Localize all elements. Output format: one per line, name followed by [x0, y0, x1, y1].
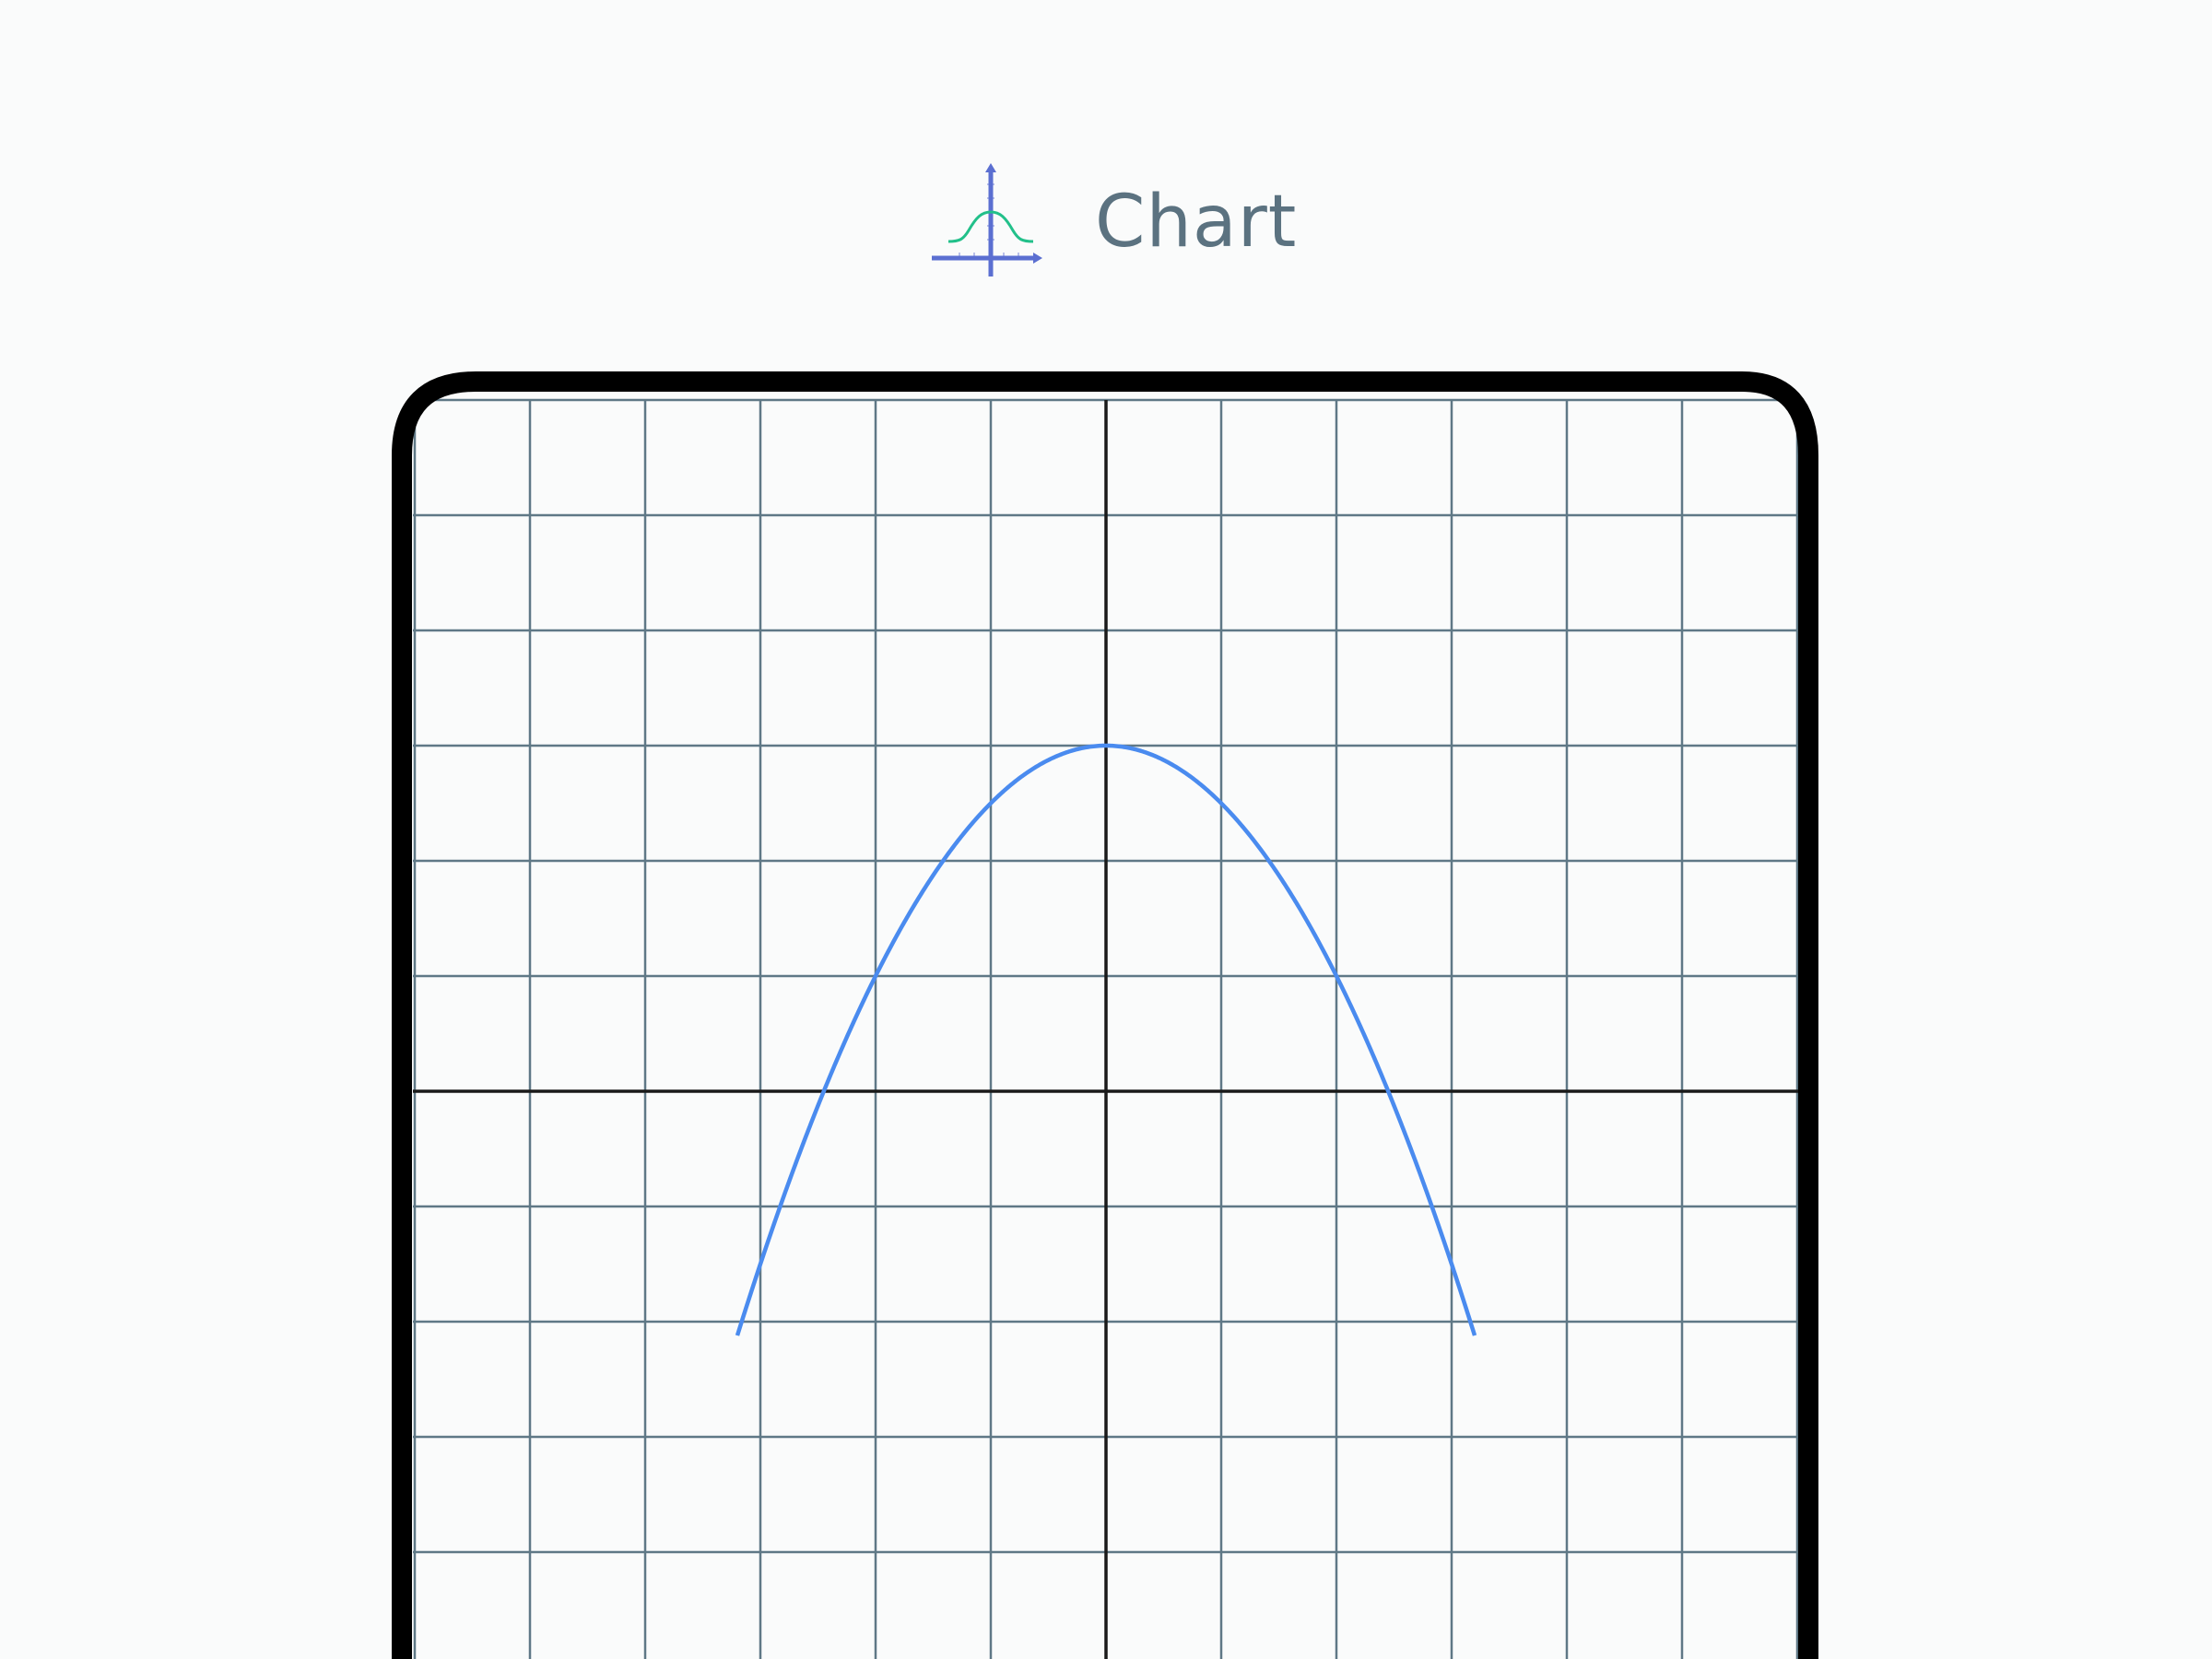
chart-series [735, 743, 1477, 1336]
page-title: Chart [1095, 181, 1298, 264]
chart-axes [413, 400, 1798, 1659]
page-header: Chart [0, 157, 2212, 286]
series-line-f-x- [735, 743, 1477, 1336]
chart-frame [392, 371, 1818, 1659]
bell-curve-graph-icon [932, 163, 1042, 276]
